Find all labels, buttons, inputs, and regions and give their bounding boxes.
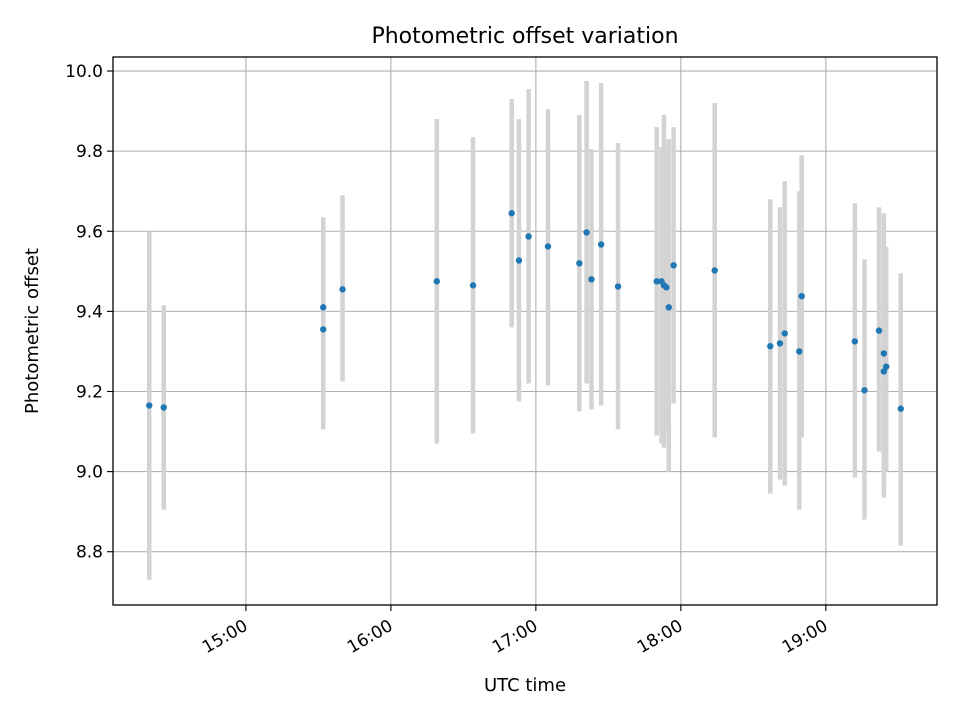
data-point xyxy=(776,340,784,347)
data-point xyxy=(861,387,868,394)
data-point xyxy=(796,348,803,355)
data-point xyxy=(875,327,883,334)
data-points xyxy=(146,210,904,412)
y-tick-label: 9.2 xyxy=(76,382,103,402)
data-point xyxy=(851,338,859,345)
data-point xyxy=(711,267,718,274)
data-point xyxy=(508,210,515,217)
y-tick-label: 9.8 xyxy=(76,142,103,162)
y-tick-label: 9.4 xyxy=(76,302,103,322)
data-point xyxy=(653,278,660,285)
data-point xyxy=(781,330,788,337)
plot-frame xyxy=(112,56,938,606)
data-point xyxy=(320,304,327,311)
data-point xyxy=(515,257,523,264)
y-axis-ticks: 8.8 9.0 9.2 9.4 9.6 9.8 10.0 xyxy=(65,62,113,563)
data-point xyxy=(469,282,477,289)
y-tick-label: 9.6 xyxy=(76,222,103,242)
data-point xyxy=(160,404,167,411)
data-point xyxy=(883,363,890,370)
data-point xyxy=(897,405,904,412)
data-point xyxy=(670,262,677,269)
data-point xyxy=(880,368,888,375)
data-point xyxy=(525,233,532,240)
y-tick-label: 10.0 xyxy=(65,62,103,82)
y-tick-label: 8.8 xyxy=(76,543,103,563)
data-point xyxy=(583,229,590,236)
data-point xyxy=(339,286,346,293)
chart-title: Photometric offset variation xyxy=(371,24,678,49)
data-point xyxy=(663,284,670,291)
x-axis-label: UTC time xyxy=(484,675,566,696)
data-point xyxy=(588,276,595,283)
data-point xyxy=(880,350,888,357)
data-point xyxy=(576,260,583,267)
data-point xyxy=(544,243,552,250)
data-point xyxy=(614,283,622,290)
data-point xyxy=(665,304,672,311)
data-point xyxy=(146,402,153,409)
y-tick-label: 9.0 xyxy=(76,463,103,483)
data-point xyxy=(433,278,441,285)
data-point xyxy=(597,241,605,248)
data-point xyxy=(767,343,774,350)
data-point xyxy=(798,292,805,300)
y-axis-label: Photometric offset xyxy=(22,248,43,414)
data-point xyxy=(320,326,327,333)
